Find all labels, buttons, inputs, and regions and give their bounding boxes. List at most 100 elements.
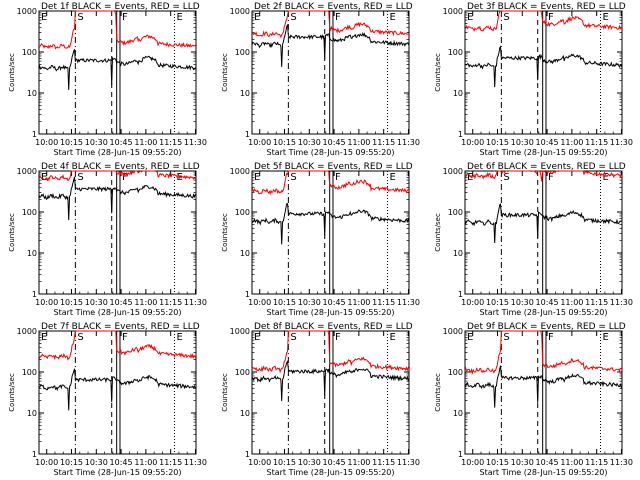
events-series-line: [465, 365, 623, 408]
y-tick-label: 1000: [230, 167, 250, 176]
x-tick-label: 10:00: [461, 138, 484, 147]
y-tick-label: 1: [32, 130, 37, 139]
marker-label-E: E: [603, 172, 609, 183]
y-axis-label: Counts/sec: [221, 373, 229, 412]
x-axis-label: Start Time (28-Jun-15 09:55:20): [267, 308, 395, 317]
marker-label-S: S: [290, 172, 296, 183]
panel-4: Det 4f BLACK = Events, RED = LLD 1 10 100 10…: [8, 162, 207, 317]
marker-label-E: E: [177, 332, 183, 343]
y-tick-label: 10: [240, 249, 250, 258]
events-series-line: [38, 49, 197, 90]
y-axis-label: Counts/sec: [8, 373, 16, 412]
x-tick-label: 11:00: [347, 458, 370, 467]
panel-3: Det 3f BLACK = Events, RED = LLD 1 10 100 10…: [434, 2, 633, 157]
x-tick-label: 11:00: [134, 138, 157, 147]
x-tick-label: 10:30: [85, 138, 108, 147]
x-tick-label: 10:15: [60, 138, 83, 147]
x-tick-label: 11:30: [184, 138, 207, 147]
x-tick-label: 11:15: [159, 298, 182, 307]
y-tick-label: 100: [22, 48, 37, 57]
x-tick-label: 11:15: [585, 298, 608, 307]
marker-label-E: E: [467, 12, 473, 23]
x-tick-label: 10:00: [461, 458, 484, 467]
y-tick-label: 1: [32, 450, 37, 459]
x-tick-label: 10:45: [110, 298, 133, 307]
x-tick-label: 11:00: [347, 138, 370, 147]
panel-title: Det 6f BLACK = Events, RED = LLD: [467, 162, 626, 172]
x-tick-label: 11:15: [159, 458, 182, 467]
x-tick-label: 10:30: [298, 458, 321, 467]
y-axis-label: Counts/sec: [434, 373, 442, 412]
panel-7: Det 7f BLACK = Events, RED = LLD 1 10 100 10…: [8, 322, 207, 477]
x-tick-label: 10:15: [273, 138, 296, 147]
plot-frame: [464, 170, 623, 295]
marker-label-F: F: [122, 172, 128, 183]
x-tick-label: 11:00: [134, 298, 157, 307]
y-tick-label: 10: [240, 409, 250, 418]
marker-label-S: S: [77, 12, 83, 23]
y-tick-label: 1000: [17, 327, 37, 336]
y-tick-label: 1: [245, 130, 250, 139]
marker-label-F: F: [122, 332, 128, 343]
lld-series-line: [464, 10, 623, 32]
x-tick-label: 10:30: [85, 298, 108, 307]
lld-series-line: [38, 330, 197, 361]
panel-title: Det 1f BLACK = Events, RED = LLD: [41, 2, 200, 12]
x-tick-label: 11:30: [397, 298, 420, 307]
x-tick-label: 11:30: [184, 298, 207, 307]
y-tick-label: 100: [235, 48, 250, 57]
panel-5: Det 5f BLACK = Events, RED = LLD 1 10 100 10…: [221, 162, 420, 317]
y-tick-label: 1000: [17, 7, 37, 16]
x-tick-label: 10:45: [323, 458, 346, 467]
marker-label-E: E: [390, 332, 396, 343]
events-series-line: [38, 368, 197, 411]
x-tick-label: 10:15: [486, 298, 509, 307]
panel-title: Det 2f BLACK = Events, RED = LLD: [254, 2, 413, 12]
plot-frame: [464, 10, 623, 135]
y-tick-label: 1000: [443, 327, 463, 336]
y-tick-label: 10: [453, 409, 463, 418]
x-tick-label: 10:45: [536, 138, 559, 147]
marker-label-E: E: [254, 12, 260, 23]
x-tick-label: 10:45: [536, 298, 559, 307]
y-tick-label: 10: [27, 249, 37, 258]
y-tick-label: 10: [27, 89, 37, 98]
y-axis-label: Counts/sec: [8, 213, 16, 252]
x-axis-label: Start Time (28-Jun-15 09:55:20): [54, 308, 182, 317]
y-tick-label: 10: [453, 89, 463, 98]
x-tick-label: 10:30: [298, 298, 321, 307]
y-tick-label: 1000: [17, 167, 37, 176]
plot-frame: [251, 170, 410, 295]
events-series-line: [251, 203, 410, 245]
x-tick-label: 11:30: [397, 138, 420, 147]
y-tick-label: 100: [448, 208, 463, 217]
plot-frame: [38, 170, 197, 295]
plot-frame: [38, 10, 197, 135]
x-tick-label: 11:15: [372, 138, 395, 147]
marker-label-F: F: [548, 172, 554, 183]
plot-frame: [464, 330, 623, 455]
x-tick-label: 11:15: [585, 138, 608, 147]
marker-label-E: E: [467, 332, 473, 343]
x-axis-label: Start Time (28-Jun-15 09:55:20): [480, 468, 608, 477]
y-tick-label: 1000: [230, 7, 250, 16]
x-tick-label: 10:30: [511, 138, 534, 147]
x-tick-label: 10:00: [35, 138, 58, 147]
x-tick-label: 10:30: [85, 458, 108, 467]
x-tick-label: 10:15: [60, 458, 83, 467]
y-tick-label: 100: [22, 368, 37, 377]
x-tick-label: 11:30: [610, 138, 633, 147]
panel-title: Det 5f BLACK = Events, RED = LLD: [254, 162, 413, 172]
marker-label-E: E: [41, 12, 47, 23]
x-tick-label: 10:45: [536, 458, 559, 467]
panel-9: Det 9f BLACK = Events, RED = LLD 1 10 100 10…: [434, 322, 633, 477]
marker-label-F: F: [548, 332, 554, 343]
x-tick-label: 11:15: [159, 138, 182, 147]
x-tick-label: 10:15: [273, 298, 296, 307]
panel-8: Det 8f BLACK = Events, RED = LLD 1 10 100 10…: [221, 322, 420, 477]
y-tick-label: 10: [240, 89, 250, 98]
lld-series-line: [38, 10, 197, 50]
x-tick-label: 10:15: [486, 458, 509, 467]
marker-label-E: E: [254, 172, 260, 183]
lld-series-line: [251, 330, 410, 374]
